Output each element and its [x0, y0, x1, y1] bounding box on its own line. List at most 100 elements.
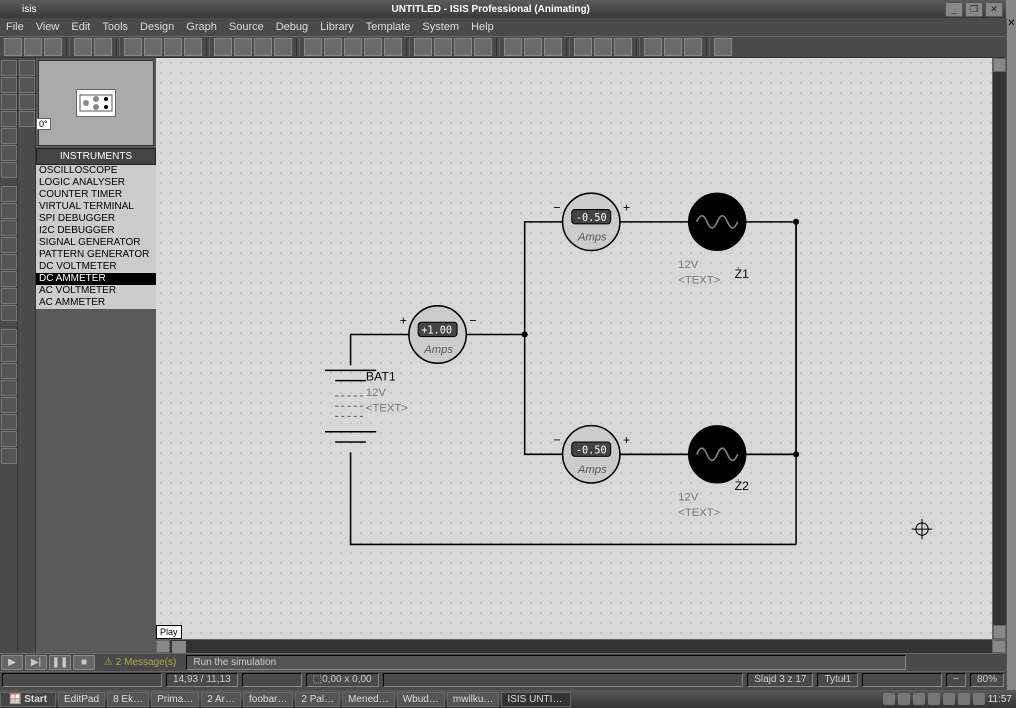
- tb-copy[interactable]: [364, 38, 382, 56]
- tray-icon[interactable]: [943, 693, 955, 705]
- scroll-down[interactable]: [993, 625, 1006, 639]
- mode-pin[interactable]: [1, 203, 17, 219]
- tb-refresh[interactable]: [124, 38, 142, 56]
- mode-bus[interactable]: [1, 145, 17, 161]
- tb-report2[interactable]: [664, 38, 682, 56]
- lamp-2[interactable]: Ż2 12V <TEXT>: [678, 426, 749, 519]
- tb-sheet3[interactable]: [614, 38, 632, 56]
- sim-pause-button[interactable]: ❚❚: [49, 655, 71, 670]
- mode-2dtext[interactable]: [1, 414, 17, 430]
- menu-graph[interactable]: Graph: [186, 21, 217, 33]
- close-button[interactable]: ✕: [985, 2, 1003, 17]
- mode-label[interactable]: [1, 111, 17, 127]
- mode-component[interactable]: [1, 77, 17, 93]
- tb-block4[interactable]: [474, 38, 492, 56]
- instr-item-selected[interactable]: DC AMMETER: [36, 273, 156, 285]
- tb-new[interactable]: [4, 38, 22, 56]
- taskbar-task[interactable]: foobar…: [243, 692, 293, 707]
- menu-help[interactable]: Help: [471, 21, 494, 33]
- mode-tape[interactable]: [1, 237, 17, 253]
- tb-origin[interactable]: [164, 38, 182, 56]
- tb-undo[interactable]: [304, 38, 322, 56]
- mode-circle[interactable]: [1, 363, 17, 379]
- mode-terminal[interactable]: [1, 186, 17, 202]
- tb-ares[interactable]: [714, 38, 732, 56]
- instr-item[interactable]: DC VOLTMETER: [36, 261, 156, 273]
- mode-probe-i[interactable]: [1, 288, 17, 304]
- scroll-up[interactable]: [993, 58, 1006, 72]
- rotate-cw[interactable]: [19, 60, 35, 76]
- tb-report1[interactable]: [644, 38, 662, 56]
- instr-item[interactable]: COUNTER TIMER: [36, 189, 156, 201]
- mirror-x[interactable]: [19, 94, 35, 110]
- taskbar-task[interactable]: 2 Ar…: [201, 692, 241, 707]
- tray-icon[interactable]: [913, 693, 925, 705]
- mode-path[interactable]: [1, 397, 17, 413]
- tray-icon[interactable]: [883, 693, 895, 705]
- mode-junction[interactable]: [1, 94, 17, 110]
- mode-select[interactable]: [1, 60, 17, 76]
- tb-open[interactable]: [24, 38, 42, 56]
- instr-item[interactable]: VIRTUAL TERMINAL: [36, 201, 156, 213]
- tb-cut[interactable]: [344, 38, 362, 56]
- menu-file[interactable]: File: [6, 21, 24, 33]
- ammeter-main[interactable]: +1.00 Amps + −: [400, 306, 477, 363]
- tb-area[interactable]: [94, 38, 112, 56]
- tray-icon[interactable]: [958, 693, 970, 705]
- scrollbar-vertical[interactable]: [992, 58, 1006, 639]
- tb-pan[interactable]: [184, 38, 202, 56]
- taskbar-task[interactable]: EditPad: [58, 692, 105, 707]
- tb-block2[interactable]: [434, 38, 452, 56]
- menu-design[interactable]: Design: [140, 21, 174, 33]
- tb-sheet2[interactable]: [594, 38, 612, 56]
- maximize-button[interactable]: ❐: [965, 2, 983, 17]
- sim-play-button[interactable]: ▶: [1, 655, 23, 670]
- mode-graph[interactable]: [1, 220, 17, 236]
- tb-paste[interactable]: [384, 38, 402, 56]
- tb-block3[interactable]: [454, 38, 472, 56]
- menu-template[interactable]: Template: [366, 21, 411, 33]
- tb-zoomin[interactable]: [214, 38, 232, 56]
- menu-debug[interactable]: Debug: [276, 21, 308, 33]
- tb-sheet1[interactable]: [574, 38, 592, 56]
- tray-icon[interactable]: [928, 693, 940, 705]
- tb-print[interactable]: [74, 38, 92, 56]
- taskbar-task[interactable]: 2 Pal…: [295, 692, 340, 707]
- scroll-left[interactable]: [156, 640, 170, 653]
- tb-report3[interactable]: [684, 38, 702, 56]
- menu-system[interactable]: System: [422, 21, 459, 33]
- tb-zoomarea[interactable]: [274, 38, 292, 56]
- instr-item[interactable]: LOGIC ANALYSER: [36, 177, 156, 189]
- instr-item[interactable]: AC AMMETER: [36, 297, 156, 309]
- tb-save[interactable]: [44, 38, 62, 56]
- mode-probe-v[interactable]: [1, 271, 17, 287]
- mode-subcircuit[interactable]: [1, 162, 17, 178]
- tb-lib1[interactable]: [504, 38, 522, 56]
- menu-edit[interactable]: Edit: [71, 21, 90, 33]
- sim-stop-button[interactable]: ■: [73, 655, 95, 670]
- mirror-y[interactable]: [19, 111, 35, 127]
- scrollbar-horizontal[interactable]: [156, 639, 1006, 653]
- sim-step-button[interactable]: ▶|: [25, 655, 47, 670]
- mode-box[interactable]: [1, 346, 17, 362]
- taskbar-task[interactable]: mwilku…: [447, 692, 500, 707]
- mode-text[interactable]: [1, 128, 17, 144]
- menu-library[interactable]: Library: [320, 21, 354, 33]
- instr-item[interactable]: I2C DEBUGGER: [36, 225, 156, 237]
- tray-icon[interactable]: [898, 693, 910, 705]
- overview-pane[interactable]: [38, 60, 154, 146]
- ammeter-bottom[interactable]: -0.50 Amps − +: [553, 426, 630, 483]
- sim-messages[interactable]: ⚠ 2 Message(s): [104, 657, 176, 668]
- mode-arc[interactable]: [1, 380, 17, 396]
- schematic-canvas[interactable]: BAT1 12V <TEXT> +1.00 Amps + − -0.50: [156, 58, 1006, 653]
- mode-symbol[interactable]: [1, 431, 17, 447]
- instr-item[interactable]: AC VOLTMETER: [36, 285, 156, 297]
- menu-tools[interactable]: Tools: [102, 21, 128, 33]
- tb-zoomout[interactable]: [234, 38, 252, 56]
- start-button[interactable]: 🪟 Start: [0, 692, 56, 707]
- taskbar-task[interactable]: 8 Ek…: [107, 692, 149, 707]
- taskbar-task-active[interactable]: ISIS UNTIT…: [501, 692, 571, 707]
- mode-instrument[interactable]: [1, 305, 17, 321]
- edge-close-icon[interactable]: ✕: [1007, 18, 1016, 29]
- taskbar-task[interactable]: Wbud…: [397, 692, 445, 707]
